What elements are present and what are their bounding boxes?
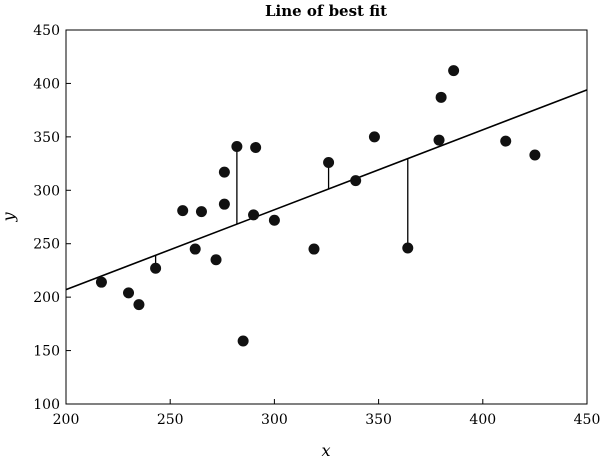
data-point-16 bbox=[323, 157, 335, 169]
y-tick-label-3: 250 bbox=[33, 237, 60, 253]
data-point-19 bbox=[402, 242, 414, 254]
chart-title: Line of best fit bbox=[265, 2, 387, 20]
y-tick-label-2: 200 bbox=[33, 290, 60, 306]
data-point-9 bbox=[218, 166, 230, 178]
x-tick-label-0: 200 bbox=[53, 412, 80, 428]
y-tick-label-7: 450 bbox=[33, 23, 60, 39]
x-axis-ticks: 200 250 300 350 400 450 bbox=[53, 399, 600, 428]
data-point-3 bbox=[150, 262, 162, 274]
data-point-1 bbox=[123, 287, 135, 299]
data-point-6 bbox=[195, 206, 207, 218]
data-point-7 bbox=[210, 254, 222, 266]
data-point-11 bbox=[237, 335, 249, 347]
best-fit-line-group bbox=[65, 89, 588, 291]
data-point-20 bbox=[433, 134, 445, 146]
data-point-10 bbox=[231, 140, 243, 152]
data-points bbox=[95, 65, 541, 347]
plot-frame bbox=[65, 29, 588, 405]
data-point-2 bbox=[133, 299, 145, 311]
y-tick-label-4: 300 bbox=[33, 183, 60, 199]
data-point-0 bbox=[95, 276, 107, 288]
data-point-12 bbox=[248, 209, 260, 221]
x-axis-label: x bbox=[321, 441, 330, 460]
data-point-22 bbox=[448, 65, 460, 77]
y-tick-label-1: 150 bbox=[33, 344, 60, 360]
x-tick-label-5: 450 bbox=[574, 412, 600, 428]
data-point-18 bbox=[368, 131, 380, 143]
y-axis-ticks: 100 150 200 250 300 350 400 450 bbox=[33, 23, 71, 413]
data-point-8 bbox=[218, 198, 230, 210]
x-tick-label-1: 250 bbox=[157, 412, 184, 428]
y-tick-label-0: 100 bbox=[33, 397, 60, 413]
data-point-14 bbox=[268, 214, 280, 226]
x-tick-label-3: 350 bbox=[365, 412, 392, 428]
y-tick-label-5: 350 bbox=[33, 130, 60, 146]
data-point-13 bbox=[250, 142, 262, 154]
y-axis-label: y bbox=[0, 212, 18, 223]
y-tick-label-6: 400 bbox=[33, 76, 60, 92]
data-point-4 bbox=[177, 205, 189, 217]
best-fit-line bbox=[65, 89, 588, 291]
data-point-15 bbox=[308, 243, 320, 255]
x-tick-label-4: 400 bbox=[469, 412, 496, 428]
data-point-21 bbox=[435, 91, 447, 103]
data-point-17 bbox=[350, 175, 362, 187]
data-point-24 bbox=[529, 149, 541, 161]
data-point-5 bbox=[189, 243, 201, 255]
x-tick-label-2: 300 bbox=[261, 412, 288, 428]
data-point-23 bbox=[500, 135, 512, 147]
